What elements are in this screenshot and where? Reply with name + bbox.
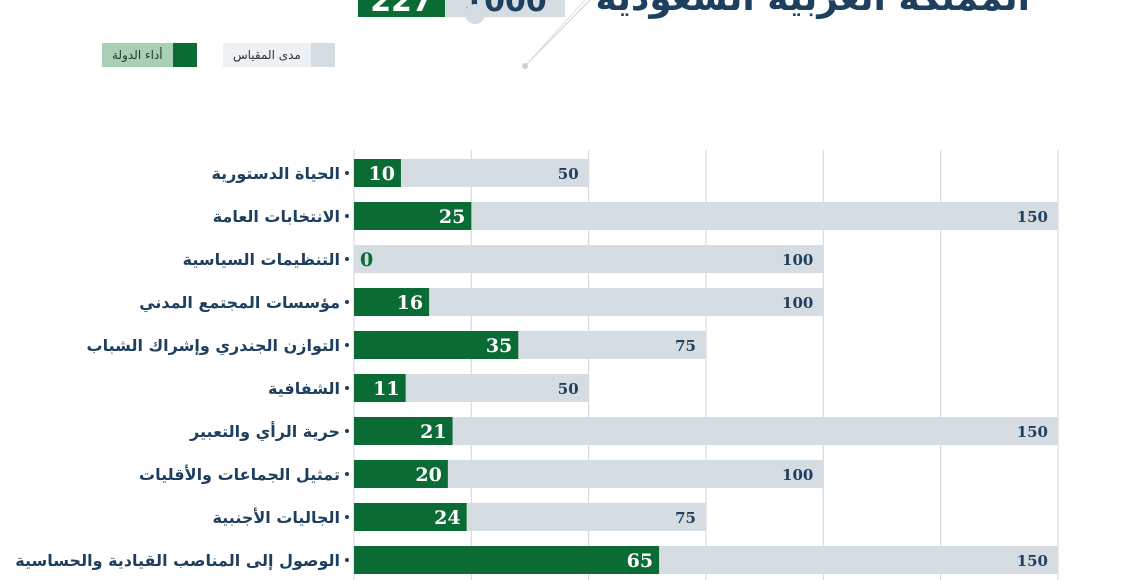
performance-bar (354, 374, 406, 402)
performance-label: 24 (434, 507, 460, 529)
performance-bar (354, 159, 401, 187)
bullet-dot (345, 257, 349, 261)
category-label: مؤسسات المجتمع المدني (139, 293, 340, 313)
performance-bar (354, 503, 467, 531)
performance-label: 35 (486, 335, 512, 357)
range-label: 150 (1017, 208, 1048, 226)
performance-label: 16 (397, 292, 423, 314)
performance-label: 65 (627, 550, 653, 572)
performance-label: 0 (360, 249, 373, 271)
performance-bar (354, 417, 453, 445)
range-bar (354, 288, 824, 316)
category-label: الوصول إلى المناصب القيادية والحساسية (15, 551, 340, 570)
range-label: 50 (558, 165, 579, 183)
range-label: 150 (1017, 423, 1048, 441)
performance-bar (354, 460, 448, 488)
performance-bar (354, 288, 430, 316)
legend-label: مدى المقياس (223, 43, 311, 67)
performance-bar (354, 546, 660, 574)
bullet-dot (345, 171, 349, 175)
performance-label: 21 (420, 421, 446, 443)
range-bar (354, 417, 1058, 445)
performance-label: 25 (439, 206, 465, 228)
performance-bar (354, 202, 472, 230)
page-title: المملكة العربية السعودية (596, 0, 1030, 19)
legend-swatch (310, 43, 335, 67)
legend-label: أداء الدولة (102, 43, 173, 67)
range-label: 75 (675, 337, 696, 355)
range-label: 50 (558, 380, 579, 398)
category-label: التنظيمات السياسية (183, 250, 340, 269)
performance-label: 20 (415, 464, 441, 486)
legend-swatch (172, 43, 197, 67)
bullet-dot (345, 386, 349, 390)
bullet-dot (345, 214, 349, 218)
legend-range: مدى المقياس (223, 43, 335, 67)
score-box: 227 (358, 0, 445, 17)
performance-bar (354, 331, 519, 359)
range-label: 100 (782, 251, 813, 269)
category-label: الانتخابات العامة (213, 207, 340, 226)
performance-label: 10 (368, 163, 394, 185)
range-label: 100 (782, 294, 813, 312)
legend-performance: أداء الدولة (102, 43, 197, 67)
bullet-dot (345, 472, 349, 476)
category-label: الشفافية (268, 379, 340, 398)
performance-label: 11 (373, 378, 399, 400)
bullet-dot (345, 429, 349, 433)
range-label: 100 (782, 466, 813, 484)
bullet-dot (345, 558, 349, 562)
category-label: حرية الرأي والتعبير (189, 421, 340, 442)
range-label: 150 (1017, 552, 1048, 570)
range-bar (354, 245, 824, 273)
category-label: الحياة الدستورية (211, 164, 340, 183)
range-label: 75 (675, 509, 696, 527)
category-label: الجاليات الأجنبية (213, 508, 340, 527)
category-label: تمثيل الجماعات والأقليات (139, 465, 340, 484)
bullet-dot (345, 300, 349, 304)
bullet-dot (345, 515, 349, 519)
category-label: التوازن الجندري وإشراك الشباب (87, 336, 340, 356)
bullet-dot (345, 343, 349, 347)
